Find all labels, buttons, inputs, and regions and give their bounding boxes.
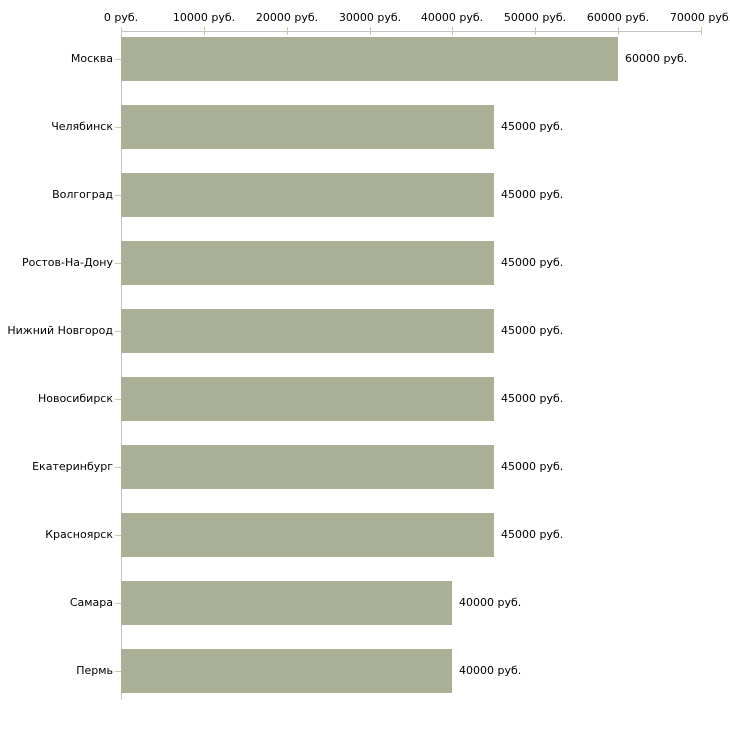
value-label: 45000 руб. (501, 324, 564, 337)
bar (121, 649, 452, 693)
category-label: Самара (69, 596, 113, 609)
x-axis-tick-label: 60000 руб. (586, 11, 650, 24)
x-axis-tick (370, 27, 371, 35)
category-tick (115, 127, 121, 128)
category-tick (115, 399, 121, 400)
category-label: Нижний Новгород (7, 324, 113, 337)
x-axis-tick-label: 30000 руб. (338, 11, 402, 24)
x-axis-tick-label: 40000 руб. (420, 11, 484, 24)
category-label: Екатеринбург (32, 460, 113, 473)
category-tick (115, 195, 121, 196)
category-label: Москва (70, 52, 113, 65)
bar (121, 37, 618, 81)
category-tick (115, 671, 121, 672)
y-axis-line (121, 31, 122, 700)
value-label: 40000 руб. (459, 596, 522, 609)
bar (121, 377, 494, 421)
x-axis-tick (121, 27, 122, 35)
category-tick (115, 467, 121, 468)
x-axis-line (121, 31, 701, 32)
value-label: 45000 руб. (501, 528, 564, 541)
bar (121, 241, 494, 285)
category-label: Волгоград (52, 188, 113, 201)
category-label: Пермь (76, 664, 113, 677)
value-label: 45000 руб. (501, 460, 564, 473)
category-label: Красноярск (45, 528, 113, 541)
bar (121, 513, 494, 557)
x-axis-tick-label: 0 руб. (103, 11, 139, 24)
bar (121, 445, 494, 489)
x-axis-tick-label: 10000 руб. (172, 11, 236, 24)
category-tick (115, 603, 121, 604)
value-label: 60000 руб. (625, 52, 688, 65)
value-label: 40000 руб. (459, 664, 522, 677)
x-axis-tick-label: 70000 руб. (669, 11, 730, 24)
category-label: Ростов-На-Дону (21, 256, 113, 269)
x-axis-tick-label: 20000 руб. (255, 11, 319, 24)
category-tick (115, 263, 121, 264)
x-axis-tick (701, 27, 702, 35)
value-label: 45000 руб. (501, 392, 564, 405)
x-axis-tick (452, 27, 453, 35)
category-tick (115, 331, 121, 332)
bar (121, 581, 452, 625)
category-tick (115, 535, 121, 536)
bar (121, 173, 494, 217)
x-axis-tick (287, 27, 288, 35)
x-axis-tick-label: 50000 руб. (503, 11, 567, 24)
bar (121, 309, 494, 353)
bar (121, 105, 494, 149)
value-label: 45000 руб. (501, 256, 564, 269)
value-label: 45000 руб. (501, 120, 564, 133)
category-label: Челябинск (51, 120, 113, 133)
category-label: Новосибирск (37, 392, 113, 405)
x-axis-tick (204, 27, 205, 35)
x-axis-tick (535, 27, 536, 35)
value-label: 45000 руб. (501, 188, 564, 201)
category-tick (115, 59, 121, 60)
x-axis-tick (618, 27, 619, 35)
